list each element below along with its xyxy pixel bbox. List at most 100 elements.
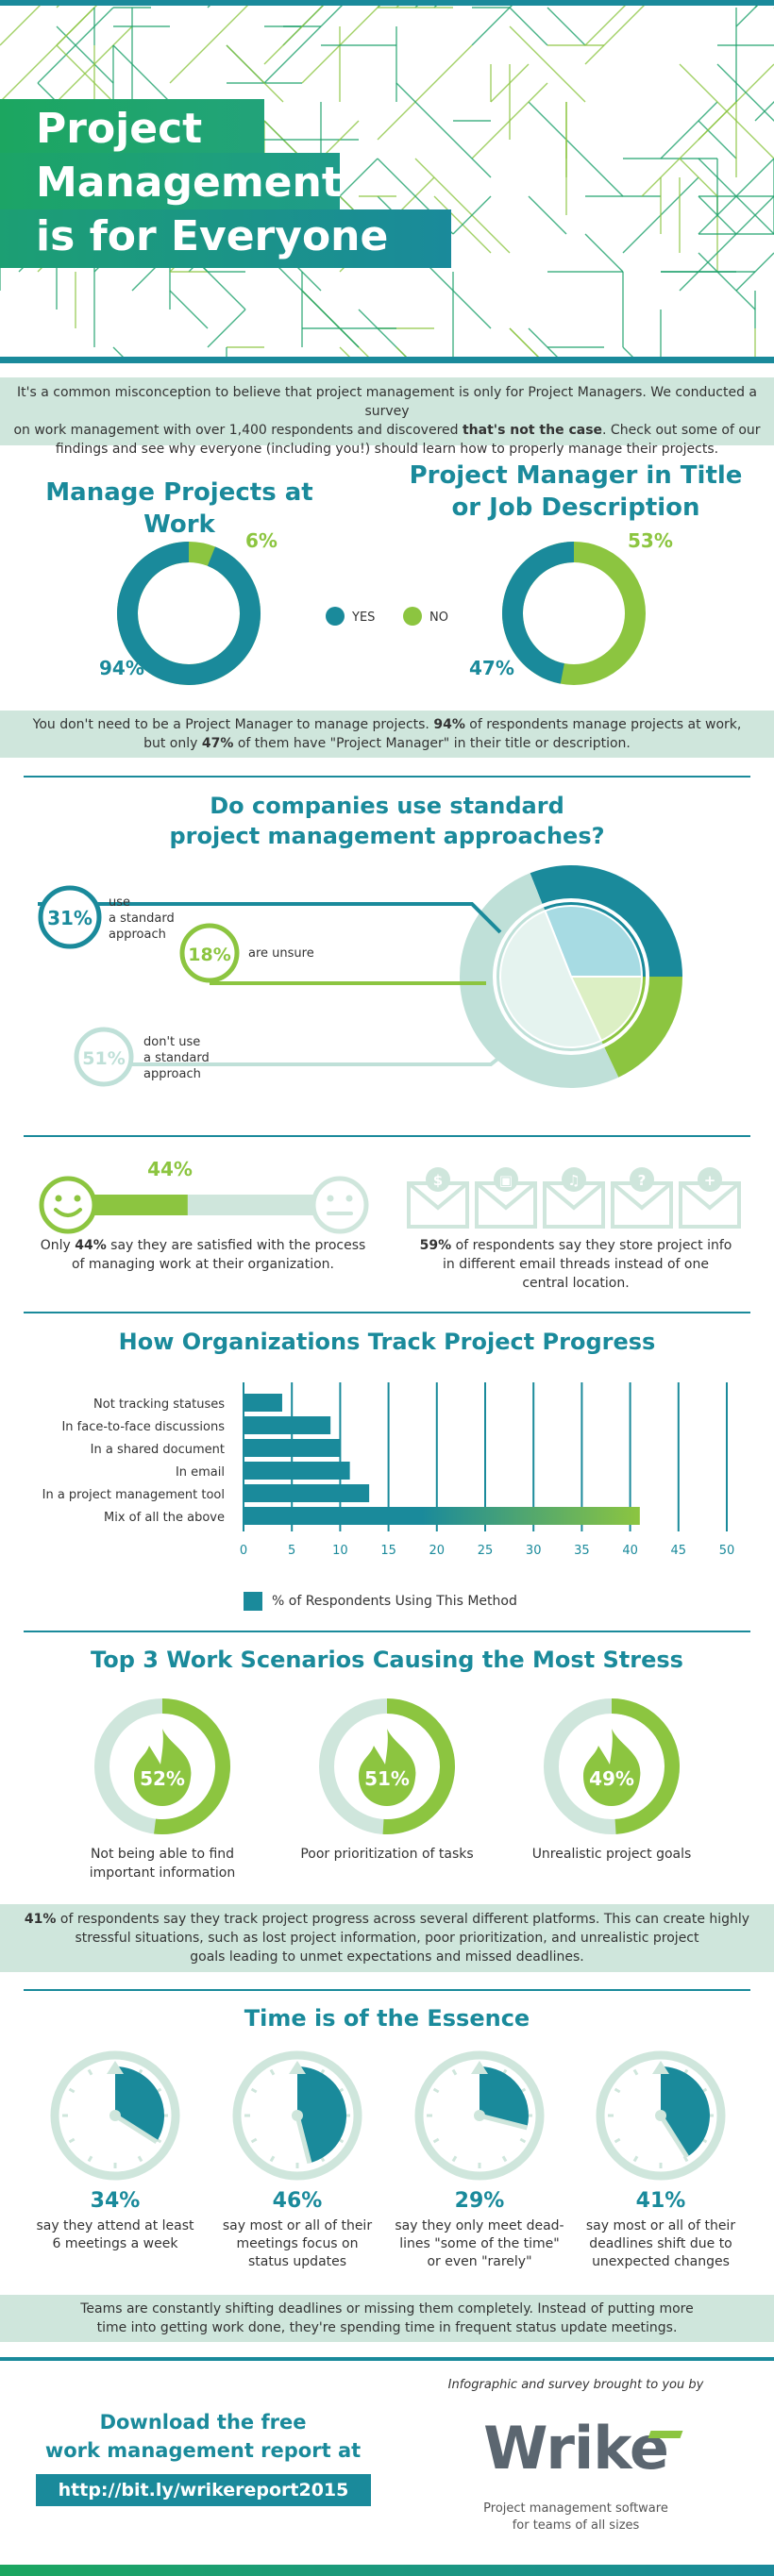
- category-label: In email: [176, 1465, 225, 1480]
- use-connector: [38, 902, 502, 934]
- use-pct: 31%: [47, 907, 93, 929]
- bar: [244, 1416, 331, 1434]
- pattern-line: [282, 0, 329, 46]
- flame-icon: [359, 1729, 416, 1806]
- time-title: Time is of the Essence: [244, 2005, 530, 2032]
- pattern-line: [0, 0, 46, 46]
- band2-line-2: but only 47% of them have "Project Manag…: [0, 734, 774, 753]
- stress-pct: 49%: [589, 1767, 634, 1790]
- unsure-inner-slice: [569, 976, 644, 1043]
- pattern-line: [698, 252, 756, 310]
- pattern-line: [641, 101, 737, 197]
- title-line-1: Project: [36, 105, 203, 153]
- band3-line-3: goals leading to unmet expectations and …: [190, 1949, 584, 1965]
- title-bar-3: [0, 209, 451, 268]
- pattern-line: [414, 158, 511, 254]
- approach-title: Do companies use standard project manage…: [0, 791, 774, 851]
- pattern-line: [263, 252, 360, 348]
- pattern-line: [716, 63, 774, 122]
- clock-hand: [294, 2115, 312, 2164]
- svg-text:$: $: [433, 1172, 443, 1189]
- pattern-line: [169, 290, 209, 329]
- unsure-badge: [179, 923, 240, 983]
- intro-line-2a: on work management with over 1,400 respo…: [13, 423, 463, 438]
- clock-arrow-icon: [107, 2061, 124, 2074]
- tracking-legend-label: % of Respondents Using This Method: [272, 1594, 517, 1609]
- email-caption-3: central location.: [522, 1276, 630, 1291]
- category-label: Mix of all the above: [104, 1511, 225, 1525]
- pattern-line: [509, 7, 548, 46]
- pm-title-donut: [502, 542, 646, 685]
- satisfied-caption: Only 44% say they are satisfied with the…: [28, 1236, 378, 1274]
- band4-line-1: Teams are constantly shifting deadlines …: [80, 2301, 694, 2317]
- approach-title-line-2: project management approaches?: [169, 823, 605, 849]
- time-pct: 41%: [635, 2189, 686, 2213]
- pattern-line: [528, 195, 567, 235]
- time-caption-line: say most or all of their: [222, 2218, 373, 2233]
- page-title: Project Management is for Everyone: [36, 102, 388, 263]
- top-border: [0, 0, 774, 6]
- time-pct: 34%: [90, 2189, 141, 2213]
- wrike-logo-text: Wrike: [483, 2414, 669, 2483]
- band3-line-1b: of respondents say they track project pr…: [56, 1912, 750, 1927]
- category-label: In a shared document: [91, 1443, 225, 1457]
- email-caption-1b: of respondents say they store project in…: [451, 1238, 732, 1253]
- use-text-2: a standard: [109, 912, 175, 926]
- neutral-face-icon: [311, 1176, 369, 1234]
- pattern-line: [584, 0, 631, 46]
- x-tick-label: 45: [671, 1544, 687, 1558]
- download-line-1: Download the free: [99, 2411, 307, 2434]
- x-tick-label: 40: [622, 1544, 638, 1558]
- divider-5: [24, 1989, 750, 1991]
- clock-tick: [501, 2155, 508, 2163]
- donut-yes-segment: [117, 542, 261, 685]
- band3-line-1: 41% of respondents say they track projec…: [0, 1910, 774, 1929]
- clock-wedge: [297, 2066, 347, 2164]
- category-label: In face-to-face discussions: [61, 1420, 225, 1434]
- category-label: Not tracking statuses: [93, 1397, 225, 1412]
- x-tick-label: 25: [478, 1544, 494, 1558]
- use-badge: [38, 885, 102, 949]
- pattern-line: [471, 0, 518, 46]
- bar: [244, 1462, 350, 1480]
- dont-connector: [104, 1047, 512, 1066]
- pm-title-line-1: Project Manager in Title: [409, 461, 743, 490]
- pm-no-label: 53%: [628, 529, 673, 552]
- wrike-logo-check-icon: [648, 2431, 683, 2438]
- dont-text-3: approach: [143, 1067, 201, 1081]
- pattern-line: [698, 120, 737, 159]
- pattern-line: [395, 82, 492, 178]
- report-link[interactable]: http://bit.ly/wrikereport2015: [36, 2474, 371, 2506]
- stress-rings: 52% 51% 49%: [94, 1698, 680, 1834]
- tagline-line-1: Project management software: [483, 2501, 668, 2516]
- music-icon: [562, 1167, 586, 1192]
- pm-title-line-2: or Job Description: [451, 493, 700, 522]
- x-tick-label: 15: [380, 1544, 396, 1558]
- clock-tick: [451, 2155, 458, 2163]
- pattern-line: [509, 327, 546, 363]
- divider-2: [24, 1135, 750, 1137]
- approach-pie: [459, 865, 682, 1088]
- band-stress-summary: 41% of respondents say they track projec…: [0, 1904, 774, 1972]
- band4-line-2: time into getting work done, they're spe…: [96, 2320, 678, 2335]
- email-caption-1: 59% of respondents say they store projec…: [401, 1236, 750, 1255]
- legend-no-swatch: [403, 607, 422, 626]
- dont-inner-slice: [499, 909, 603, 1048]
- tracking-title: How Organizations Track Project Progress: [118, 1329, 656, 1355]
- use-inner-slice: [544, 905, 644, 978]
- envelope-icon: ♫: [543, 1167, 605, 1229]
- clock-tick: [432, 2087, 440, 2094]
- bar: [244, 1484, 370, 1502]
- happy-face-icon: [39, 1176, 97, 1234]
- bar: [244, 1439, 341, 1457]
- donut-area: 6% 94% 53% 47% YES NO: [99, 529, 673, 685]
- clock-center: [474, 2110, 485, 2121]
- intro-line-1: It's a common misconception to believe t…: [17, 385, 757, 419]
- pattern-line: [452, 195, 492, 235]
- clock-tick: [614, 2087, 621, 2094]
- pattern-line: [754, 101, 774, 122]
- clock-tick: [250, 2087, 258, 2094]
- time-caption-line: say most or all of their: [585, 2218, 736, 2233]
- divider-4: [24, 1631, 750, 1632]
